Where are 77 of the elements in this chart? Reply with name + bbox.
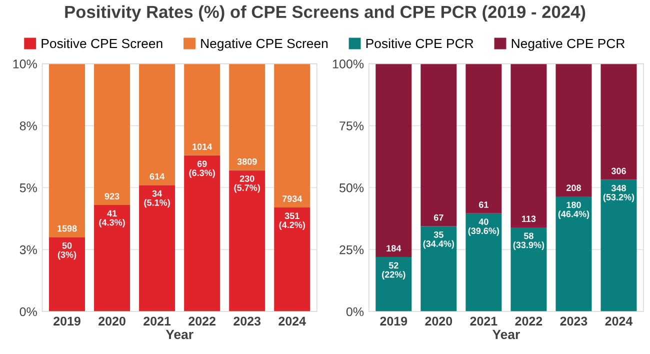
y-tick-label: 8% <box>20 121 37 130</box>
bar <box>510 228 547 312</box>
x-axis-title: Year <box>166 330 194 340</box>
bar <box>139 185 176 312</box>
x-tick-label: 2020 <box>98 316 126 326</box>
data-label: 34 (5.1%) <box>144 190 170 208</box>
data-label: 348 (53.2%) <box>603 184 634 202</box>
annotation: 306 <box>611 168 626 174</box>
bar <box>49 237 86 312</box>
data-label: 41 (4.3%) <box>99 210 125 228</box>
data-label: 351 (4.2%) <box>279 212 305 230</box>
bar <box>229 64 266 170</box>
bar <box>376 257 412 312</box>
bar <box>600 180 637 312</box>
data-label: 40 (39.6%) <box>468 218 500 236</box>
x-tick-label: 2019 <box>380 316 408 326</box>
x-tick-label: 2022 <box>188 316 216 326</box>
data-label: 52 (22%) <box>382 262 406 280</box>
legend-label: Negative CPE PCR <box>512 38 625 51</box>
annotation: 3809 <box>237 158 257 165</box>
bar <box>466 64 502 214</box>
chart-title: Positivity Rates (%) of CPE Screens and CPE PCR (2019 - 2024) <box>65 5 586 22</box>
data-label: 69 (6.3%) <box>189 160 215 178</box>
data-label: 58 (33.9%) <box>513 232 544 250</box>
y-tick-label: 10% <box>13 60 37 68</box>
legend-label: Negative CPE Screen <box>201 38 328 51</box>
bar <box>184 64 220 156</box>
legend-label: Positive CPE Screen <box>42 38 162 48</box>
annotation: 7934 <box>282 196 302 202</box>
annotation: 614 <box>150 173 165 180</box>
x-tick-label: 2022 <box>515 316 542 326</box>
bar <box>184 155 220 312</box>
bar <box>94 64 130 205</box>
annotation: 61 <box>478 201 488 208</box>
y-tick-label: 5% <box>20 183 37 192</box>
y-tick-label: 50% <box>339 183 364 192</box>
x-tick-label: 2024 <box>605 316 633 326</box>
x-tick-label: 2020 <box>425 316 452 326</box>
y-tick-label: 25% <box>340 245 364 254</box>
bar <box>556 64 592 197</box>
legend-label: Positive CPE PCR <box>366 38 474 48</box>
x-tick-label: 2021 <box>144 316 171 326</box>
x-tick-label: 2021 <box>470 316 498 326</box>
annotation: 208 <box>566 184 581 192</box>
bar <box>556 196 592 312</box>
bar <box>274 207 310 312</box>
y-tick-label: 3% <box>20 245 37 254</box>
annotation: 1014 <box>192 144 212 150</box>
annotation: 67 <box>434 214 444 221</box>
bar <box>94 204 130 312</box>
data-label: 35 (34.4%) <box>423 231 454 249</box>
bar <box>229 170 266 312</box>
x-tick-label: 2023 <box>560 316 588 326</box>
bar <box>420 64 457 226</box>
x-axis-title: Year <box>492 330 520 340</box>
x-tick-label: 2024 <box>278 316 306 326</box>
y-tick-label: 0% <box>346 307 364 316</box>
y-tick-label: 75% <box>340 122 364 130</box>
bar <box>376 64 412 258</box>
data-label: 230 (5.7%) <box>234 175 260 193</box>
data-label: 180 (46.4%) <box>558 202 590 219</box>
annotation: 113 <box>522 216 536 222</box>
y-tick-label: 100% <box>333 60 364 68</box>
annotation: 923 <box>104 193 120 200</box>
bar <box>139 64 176 186</box>
bar <box>274 64 310 208</box>
bar <box>600 64 637 180</box>
bar <box>49 64 86 238</box>
y-tick-label: 0% <box>20 307 37 316</box>
annotation: 1598 <box>58 225 77 232</box>
x-tick-label: 2023 <box>234 316 261 326</box>
bar <box>420 226 457 312</box>
data-label: 50 (3%) <box>58 242 76 260</box>
bar <box>466 213 502 312</box>
annotation: 184 <box>386 245 402 252</box>
bar <box>510 64 547 228</box>
x-tick-label: 2019 <box>54 316 80 326</box>
